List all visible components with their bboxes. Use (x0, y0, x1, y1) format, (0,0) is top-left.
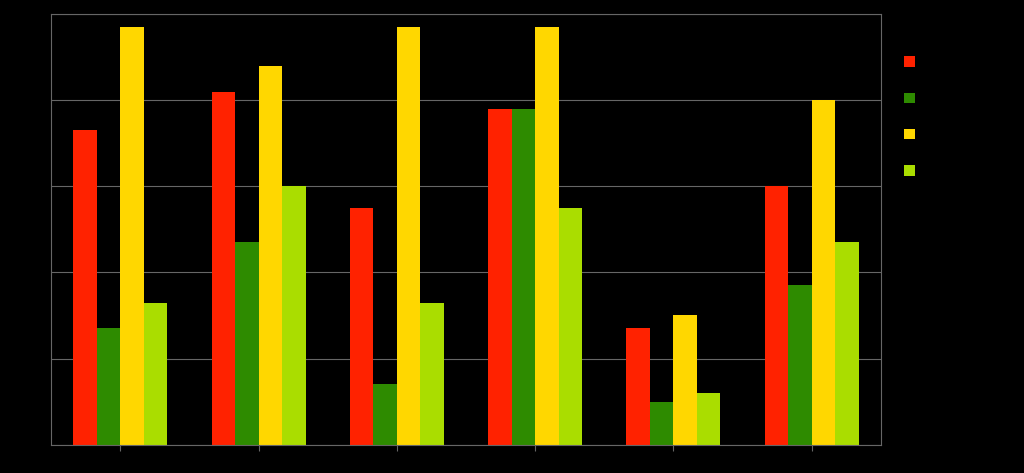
Bar (121, 27, 143, 445)
Bar (512, 109, 535, 445)
Legend: , , , : , , , (904, 55, 920, 178)
Bar (396, 27, 420, 445)
Bar (535, 27, 558, 445)
Bar (627, 328, 650, 445)
Bar (374, 385, 396, 445)
Bar (258, 66, 282, 445)
Bar (488, 109, 512, 445)
Bar (696, 393, 720, 445)
Bar (765, 186, 788, 445)
Bar (74, 131, 97, 445)
Bar (350, 208, 374, 445)
Bar (811, 100, 835, 445)
Bar (282, 186, 305, 445)
Bar (420, 303, 443, 445)
Bar (212, 92, 236, 445)
Bar (650, 402, 674, 445)
Bar (558, 208, 582, 445)
Bar (143, 303, 167, 445)
Bar (674, 315, 696, 445)
Bar (236, 242, 258, 445)
Bar (788, 285, 811, 445)
Bar (97, 328, 121, 445)
Bar (835, 242, 858, 445)
